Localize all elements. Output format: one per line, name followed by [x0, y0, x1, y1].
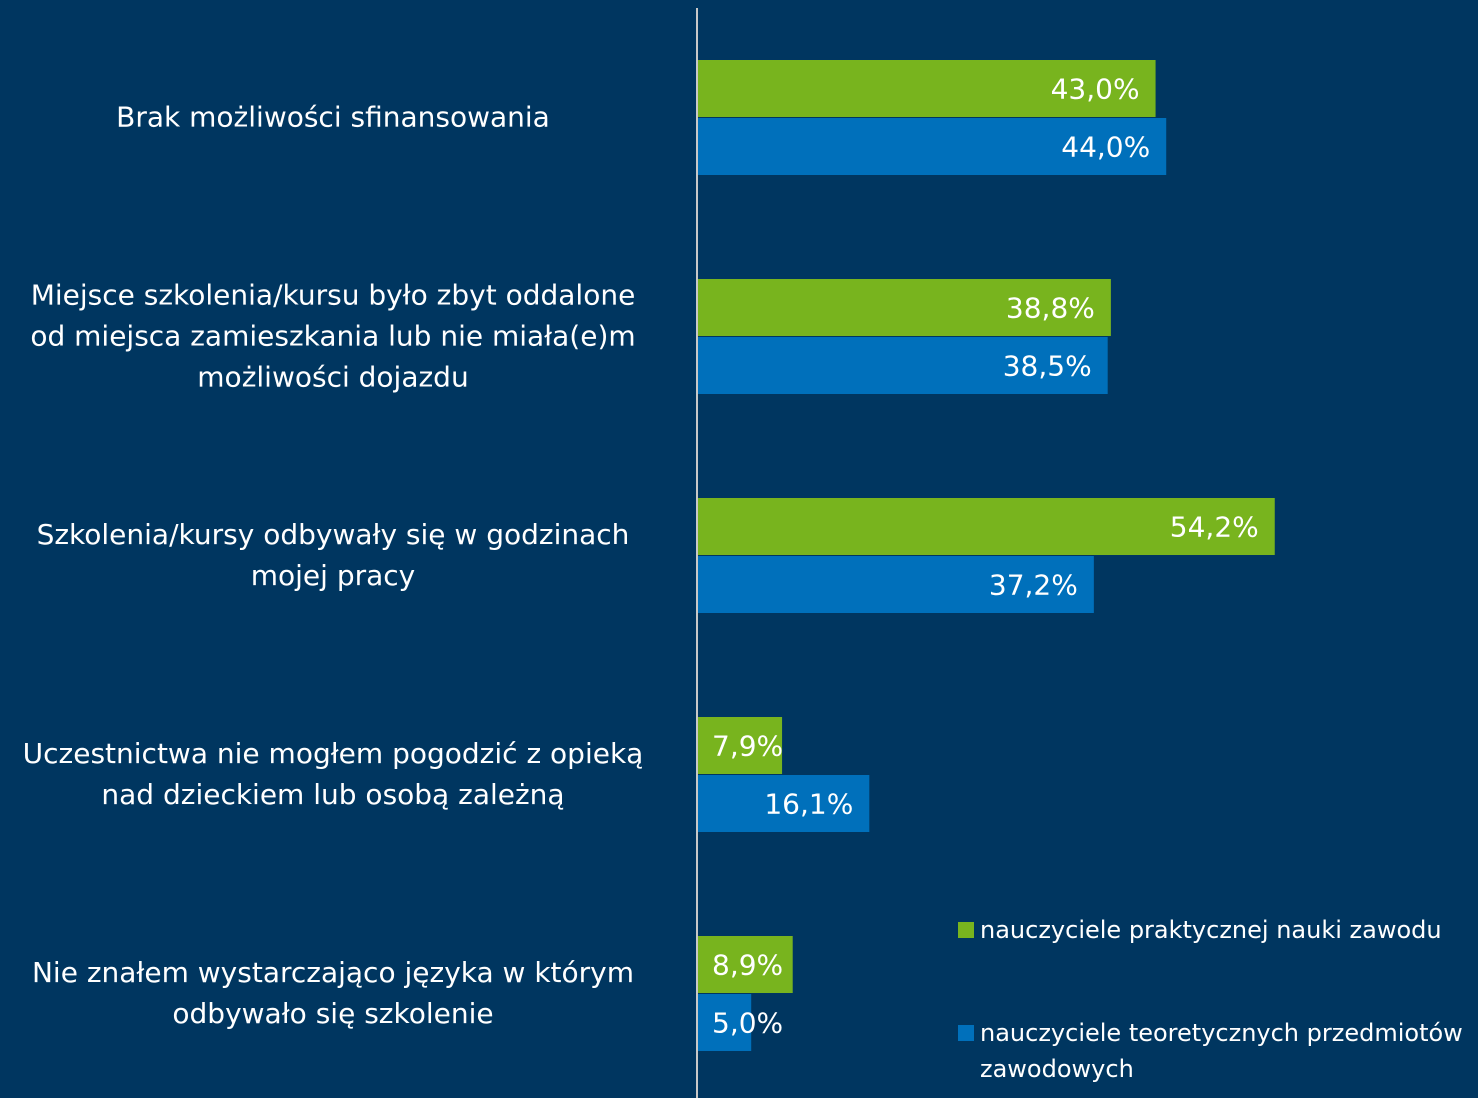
value-label: 5,0% [712, 1007, 783, 1040]
bar [698, 498, 1275, 555]
bar [698, 279, 1111, 336]
bar [698, 936, 793, 993]
category-label: Uczestnictwa nie mogłem pogodzić z opiek… [22, 737, 644, 811]
bar [698, 556, 1094, 613]
bar [698, 717, 783, 774]
legend-label: nauczyciele praktycznej nauki zawodu [980, 916, 1442, 944]
value-label: 16,1% [764, 788, 853, 821]
bar [698, 60, 1156, 117]
bar [698, 994, 752, 1051]
legend-item: nauczyciele praktycznej nauki zawodu [958, 912, 1468, 948]
legend-label: nauczyciele teoretycznych przedmiotów za… [980, 1019, 1463, 1083]
value-label: 54,2% [1170, 511, 1259, 544]
bar [698, 337, 1108, 394]
value-label: 37,2% [989, 569, 1078, 602]
category-label: Brak możliwości sfinansowania [116, 100, 550, 134]
value-label: 43,0% [1051, 73, 1140, 106]
legend-swatch [958, 922, 974, 938]
legend-swatch [958, 1025, 974, 1041]
value-label: 44,0% [1061, 131, 1150, 164]
category-label: Szkolenia/kursy odbywały się w godzinach… [36, 518, 630, 592]
category-label: Miejsce szkolenia/kursu było zbyt oddalo… [30, 278, 636, 394]
value-label: 8,9% [712, 949, 783, 982]
bar [698, 118, 1167, 175]
category-label: Nie znałem wystarczająco języka w którym… [31, 956, 635, 1030]
value-label: 38,8% [1006, 292, 1095, 325]
bar [698, 775, 870, 832]
value-label: 38,5% [1003, 350, 1092, 383]
legend-item: nauczyciele teoretycznych przedmiotów za… [958, 1015, 1468, 1087]
value-label: 7,9% [712, 730, 783, 763]
